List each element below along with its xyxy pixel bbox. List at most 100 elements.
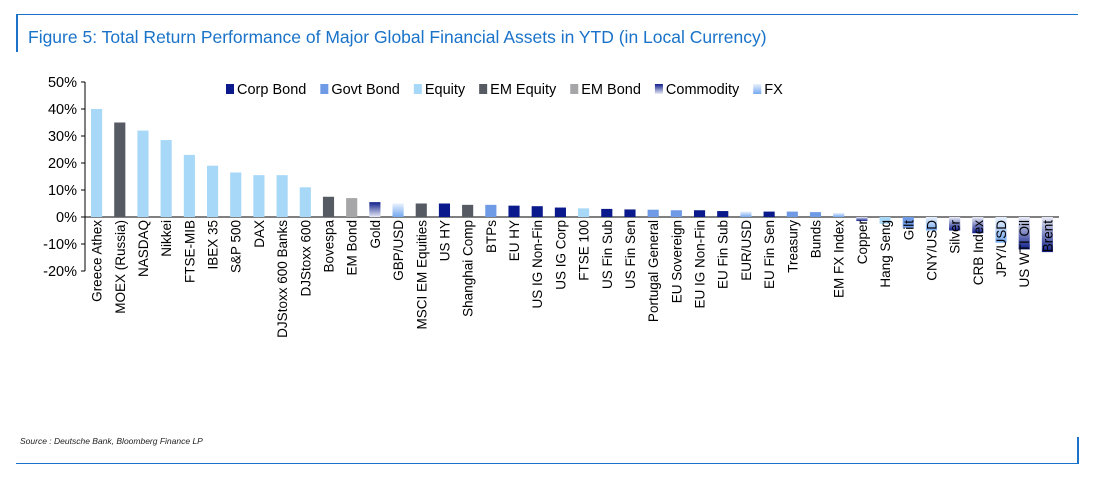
bar-chart: 50% 40% 30% 20% 10% 0% -10% -20% Greece Athex MOE… [43, 75, 1059, 338]
x-tick-label: EM Bond [345, 220, 360, 276]
bar [462, 204, 474, 217]
y-tick-label: -20% [43, 264, 77, 280]
legend-swatch [753, 84, 762, 94]
x-tick-label: EM FX Index [832, 220, 847, 298]
figure-title: Figure 5: Total Return Performance of Ma… [28, 27, 767, 47]
bar [137, 130, 149, 217]
bar [438, 203, 451, 217]
bar [206, 165, 219, 217]
bar [392, 203, 404, 217]
right-rule [1077, 437, 1079, 464]
bar [786, 211, 798, 217]
legend-swatch [479, 84, 488, 94]
bar [183, 154, 195, 217]
x-tick-label: BTPs [484, 220, 499, 253]
x-tick-label: US IG Corp [553, 220, 568, 290]
bar [624, 209, 636, 217]
x-tick-label: EU IG Non-Fin [693, 220, 708, 309]
x-tick-label: MOEX (Russia) [113, 220, 128, 314]
x-tick-label: GBP/USD [391, 220, 406, 281]
bar [554, 207, 566, 217]
x-tick-label: DAX [252, 220, 267, 248]
legend-label: EM Bond [581, 82, 641, 98]
y-tick-label: 20% [48, 156, 77, 172]
x-tick-label: EU Fin Sen [762, 220, 777, 289]
bar [91, 109, 103, 217]
x-tick-label: Bovespa [322, 220, 337, 273]
bar [693, 210, 706, 217]
figure-frame: Figure 5: Total Return Performance of Ma… [16, 14, 1079, 464]
x-tick-label: Gold [368, 220, 383, 249]
y-tick-label: 40% [48, 102, 77, 118]
bar [995, 217, 1007, 243]
x-tick-label: DJStoxx 600 [298, 220, 313, 297]
legend-label: EM Equity [490, 82, 557, 98]
legend-label: Equity [425, 82, 466, 98]
bar [925, 217, 938, 231]
x-tick-label: Treasury [785, 220, 800, 273]
bar [531, 206, 543, 217]
source-note: Source : Deutsche Bank, Bloomberg Financ… [20, 436, 203, 446]
x-tick-label: Hang Seng [878, 220, 893, 288]
x-tick-label: MSCI EM Equities [414, 220, 429, 330]
bar [253, 175, 265, 217]
x-tick-label: S&P 500 [229, 220, 244, 273]
bar [717, 211, 729, 217]
legend-swatch [320, 84, 329, 94]
x-tick-label: US HY [437, 220, 452, 261]
x-tick-label: NASDAQ [136, 220, 151, 277]
bar [1018, 217, 1030, 250]
bar [322, 196, 335, 217]
bar [601, 208, 613, 217]
x-tick-label: US Fin Sen [623, 220, 638, 289]
x-tick-label: FTSE-MIB [182, 220, 197, 283]
legend-swatch [413, 84, 422, 94]
x-tick-label: JPY/USD [994, 220, 1009, 277]
x-tick-label: CNY/USD [924, 220, 939, 281]
bar [647, 209, 659, 217]
legend-label: FX [764, 82, 783, 98]
x-tick-label: Greece Athex [90, 220, 105, 302]
y-tick-label: 0% [56, 210, 77, 226]
bottom-rule [16, 463, 1078, 464]
bar [485, 204, 497, 217]
x-tick-label: Shanghai Comp [461, 220, 476, 317]
bar [833, 212, 845, 217]
x-tick-label: CRB Index [971, 220, 986, 286]
x-tick-label: EUR/USD [739, 220, 754, 281]
bar [763, 211, 775, 217]
legend-swatch [570, 84, 579, 94]
bar [508, 205, 520, 217]
x-tick-label: DJStoxx 600 Banks [275, 220, 290, 338]
y-tick-label: 30% [48, 129, 77, 145]
bar [670, 210, 682, 217]
bar [346, 198, 358, 217]
x-tick-label: Brent [1040, 220, 1055, 253]
bar [415, 203, 427, 217]
y-tick-label: -10% [43, 237, 77, 253]
legend-label: Corp Bond [237, 82, 306, 98]
y-tick-label: 10% [48, 183, 77, 199]
legend-label: Commodity [666, 82, 740, 98]
x-tick-label: Silver [948, 220, 963, 254]
bar [856, 217, 868, 222]
x-tick-label: Gilt [901, 220, 916, 240]
top-rule [16, 14, 1078, 15]
bar [879, 217, 891, 224]
x-tick-label: EU Fin Sub [716, 220, 731, 289]
x-tick-label: US WTI Oil [1017, 220, 1032, 288]
legend-label: Govt Bond [331, 82, 400, 98]
title-accent-bar [16, 14, 18, 52]
x-tick-label: Copper [855, 219, 870, 264]
x-tick-label: EU HY [507, 220, 522, 261]
y-tick-label: 50% [48, 75, 77, 91]
legend-swatch [654, 84, 663, 94]
x-tick-label: Nikkei [159, 220, 174, 257]
bar [902, 217, 914, 228]
bar [230, 172, 242, 217]
x-tick-label: US IG Non-Fin [530, 220, 545, 309]
bar [949, 217, 961, 231]
x-tick-label: US Fin Sub [600, 220, 615, 289]
bar [114, 122, 126, 217]
x-tick-label: FTSE 100 [577, 220, 592, 281]
